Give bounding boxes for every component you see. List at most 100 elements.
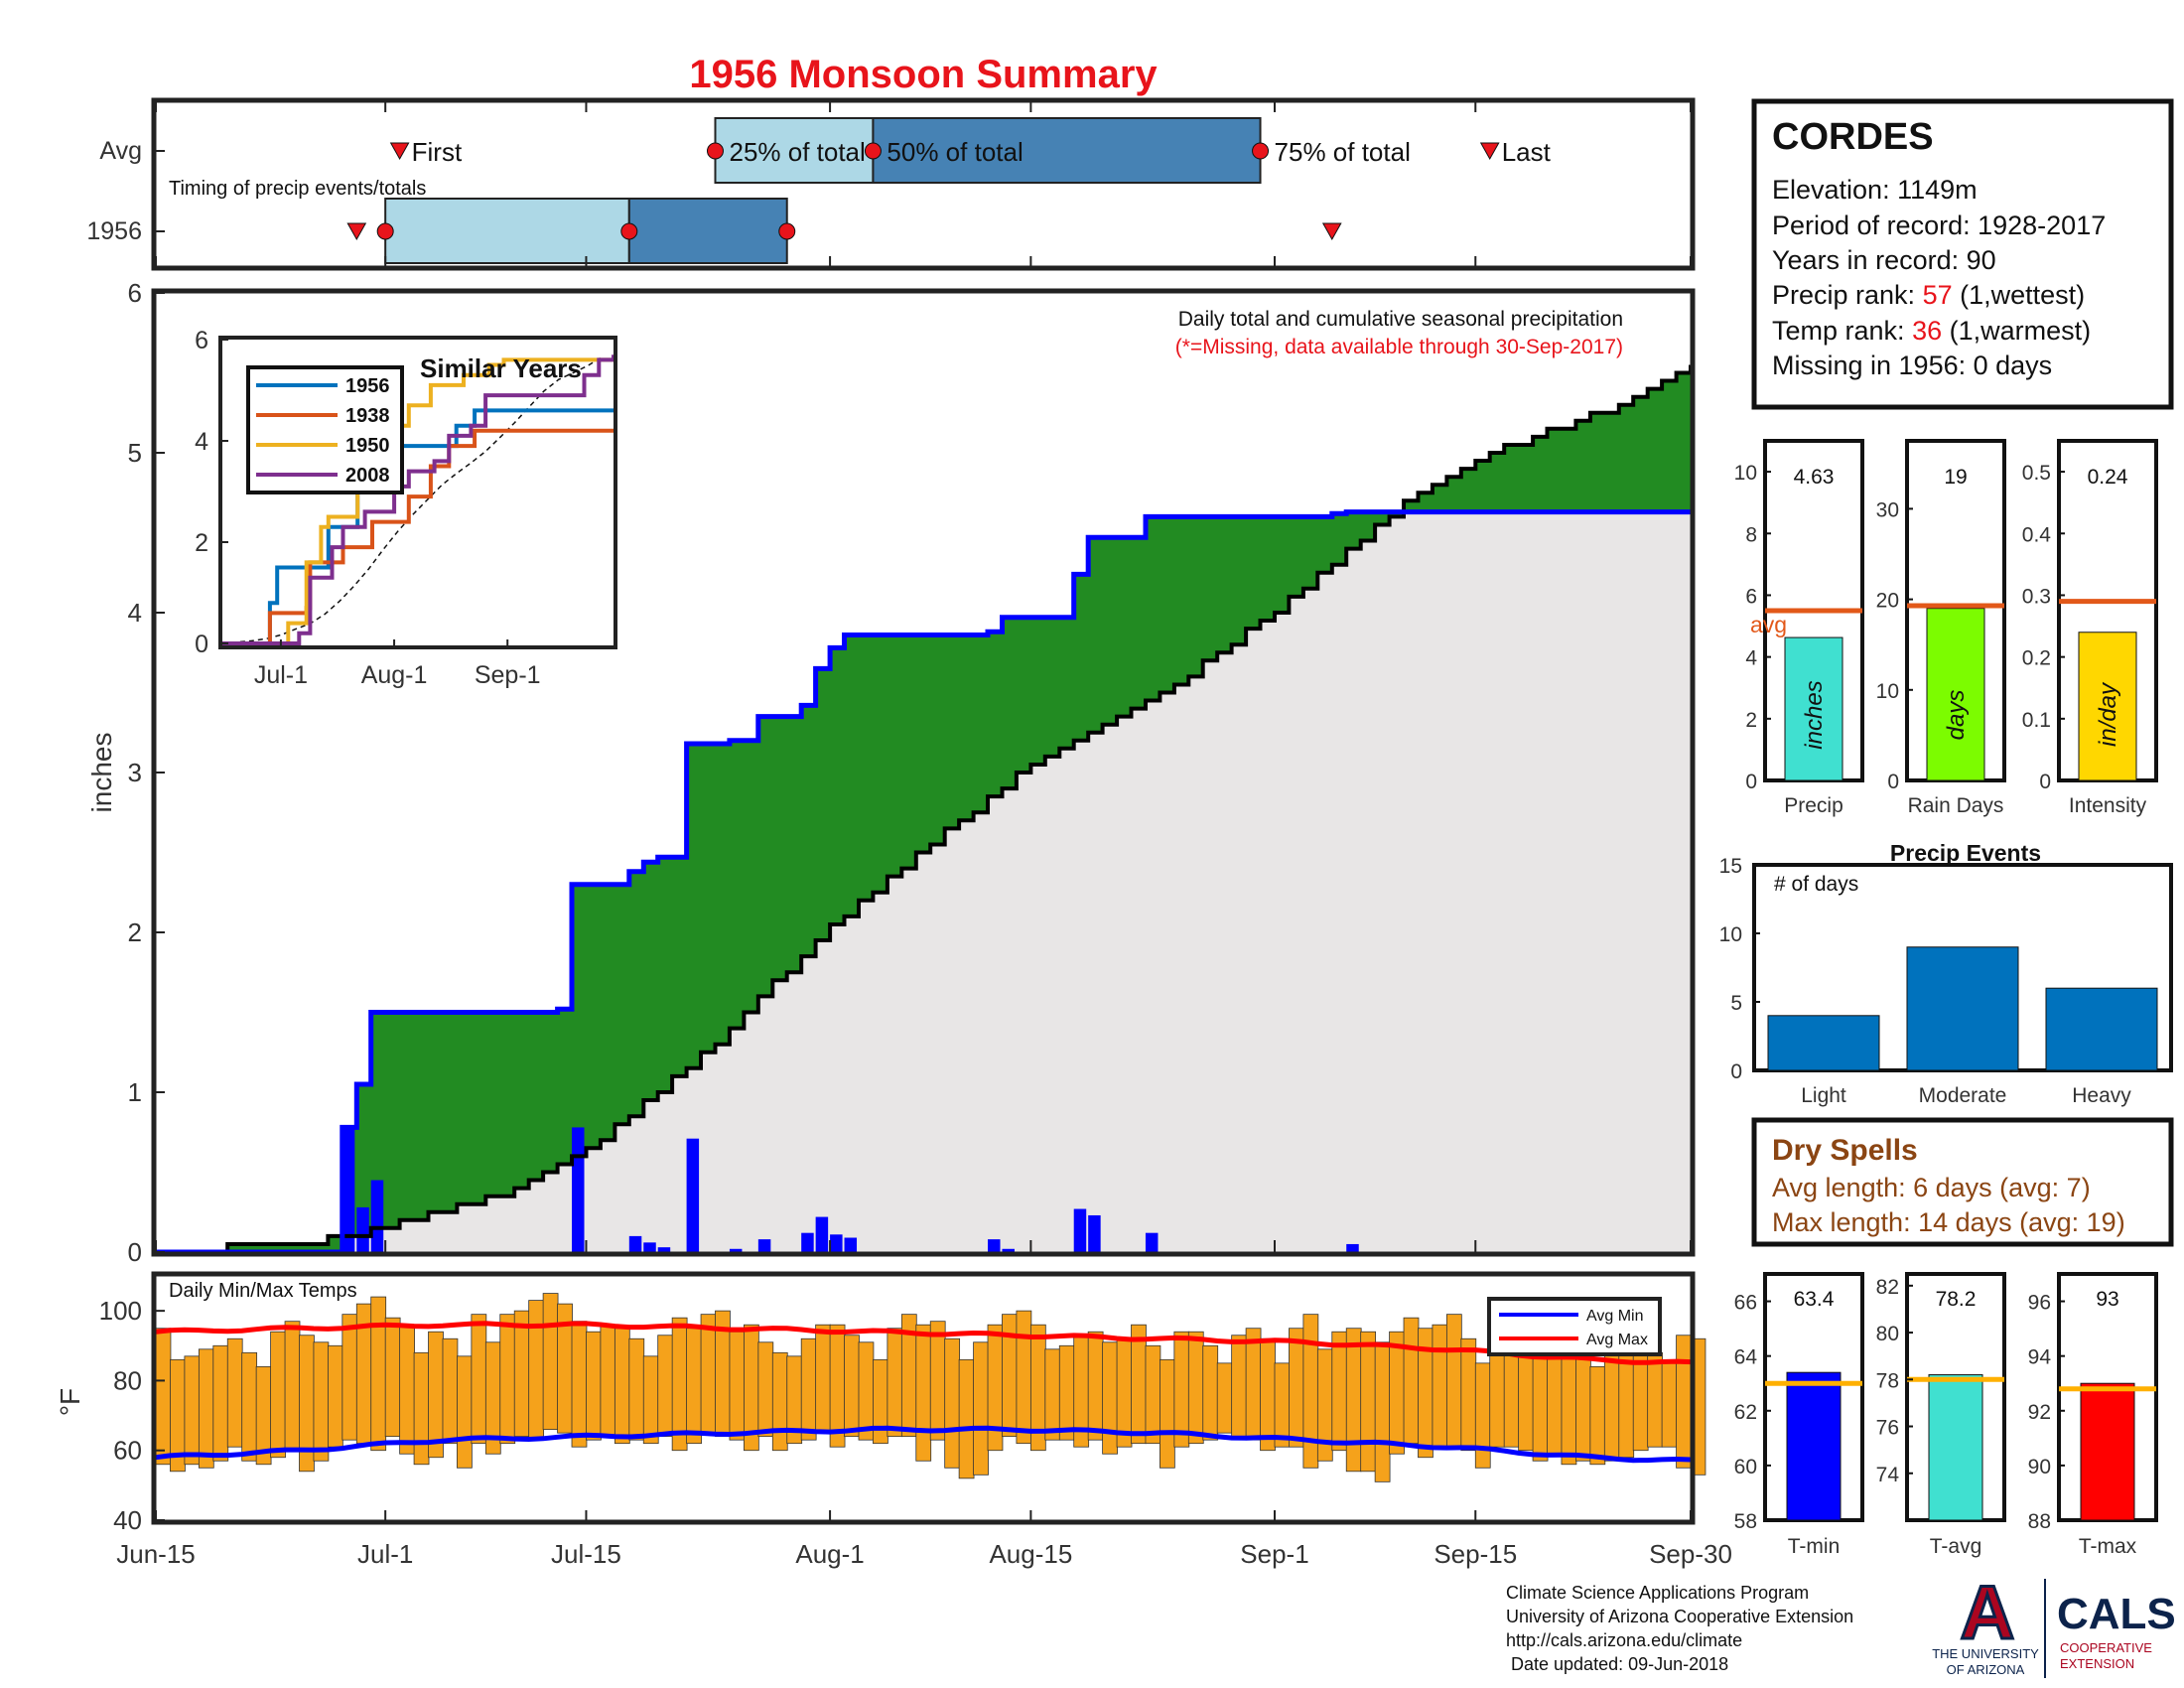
precip-panel-bar: [1784, 636, 1843, 781]
precip-panel-unit: inches: [1801, 680, 1828, 749]
temp-panel-ytick: 66: [1734, 1292, 1757, 1315]
temp-summary-panels: 63.4 58 60 62 64 66 T-min 78.2 74 76 78 80 82 T-avg 93…: [1734, 1272, 2158, 1558]
temp-range-bar: [226, 1337, 243, 1448]
daily-precip-bar: [844, 1237, 858, 1252]
temp-range-bar: [1403, 1317, 1420, 1445]
temp-range-bar: [1302, 1314, 1319, 1469]
precip-panel-unit: in/day: [2095, 681, 2121, 747]
temp-range-bar: [413, 1351, 430, 1466]
temp-range-bar: [370, 1296, 387, 1452]
year-cumulative-line: [156, 509, 1691, 1255]
temp-panel-ytick: 90: [2028, 1456, 2051, 1478]
daily-precip-bar: [356, 1206, 369, 1252]
events-category-label: Light: [1801, 1084, 1846, 1107]
timing-caption: Timing of precip events/totals: [169, 178, 426, 200]
temp-panel-ytick: 88: [2028, 1510, 2051, 1533]
main-ytick-label: 1: [128, 1077, 142, 1107]
temp-panel-ytick: 92: [2028, 1401, 2051, 1424]
temp-panel-ytick: 96: [2028, 1292, 2051, 1315]
temp-range-bar: [628, 1337, 645, 1441]
temp-range-bar: [241, 1351, 258, 1462]
temps-legend: Avg Min Avg Max: [1487, 1297, 1662, 1356]
inset-legend-label: 1938: [345, 405, 390, 427]
temp-panel-value: 78.2: [1936, 1288, 1977, 1311]
daily-precip-bar: [757, 1239, 771, 1252]
temp-range-bar: [1016, 1310, 1032, 1445]
year-25-50-box: [384, 198, 630, 264]
temp-range-bar: [586, 1331, 602, 1441]
footer: Climate Science Applications Program Uni…: [1506, 1583, 1853, 1674]
temp-panel-ytick: 82: [1876, 1276, 1899, 1299]
avg-first-marker: [389, 142, 410, 161]
station-name: CORDES: [1772, 116, 1934, 158]
station-elevation: Elevation: 1149m: [1772, 175, 1978, 205]
temps-title: Daily Min/Max Temps: [169, 1280, 357, 1302]
cals-sub-1: COOPERATIVE: [2060, 1640, 2152, 1655]
precip-rank-suffix: (1,wettest): [1953, 280, 2086, 310]
temp-range-bar: [571, 1321, 588, 1448]
precip-panel-ytick: 0.5: [2022, 462, 2051, 485]
temp-panel-bar: [2080, 1382, 2135, 1521]
temp-range-bar: [1661, 1362, 1678, 1448]
temp-range-bar: [1474, 1362, 1491, 1469]
temp-range-bar: [442, 1337, 459, 1445]
main-ytick-label: 0: [128, 1237, 142, 1267]
temp-range-bar: [657, 1335, 674, 1438]
cals-sub-2: EXTENSION: [2060, 1656, 2134, 1671]
temp-range-bar: [1676, 1335, 1692, 1469]
daily-precip-bar: [1346, 1243, 1359, 1252]
temp-range-bar: [686, 1328, 702, 1445]
temp-range-bar: [1145, 1344, 1161, 1445]
temp-panel-ytick: 64: [1734, 1346, 1758, 1369]
precip-panel-bar: [2078, 632, 2137, 781]
temp-panel-bar: [1928, 1374, 1983, 1521]
temp-range-bar: [471, 1314, 487, 1445]
temp-range-bar: [1647, 1351, 1664, 1448]
notes-line1: Daily total and cumulative seasonal prec…: [1178, 308, 1623, 331]
notes-line2: (*=Missing, data available through 30-Se…: [1175, 336, 1623, 358]
precip-events-chart: Precip Events Light Moderate Heavy 0 5 10 15 #…: [1719, 840, 2173, 1107]
temp-range-bar: [1160, 1358, 1175, 1469]
temp-panel-ytick: 94: [2028, 1346, 2052, 1369]
temp-range-bar: [1102, 1341, 1118, 1455]
temps-frame: [151, 1271, 1696, 1525]
avg-p25-label: 25% of total: [729, 137, 865, 167]
temps-chart: 40 60 80 100 Daily Min/Max Temps °F Avg Min…: [55, 1271, 1706, 1535]
footer-line-2: University of Arizona Cooperative Extens…: [1506, 1607, 1853, 1626]
temp-range-bar: [1231, 1335, 1247, 1438]
station-info-box: CORDES Elevation: 1149m Period of record…: [1751, 98, 2174, 410]
temp-range-bar: [1245, 1328, 1262, 1441]
temp-range-bar: [513, 1310, 530, 1438]
precip-panel-bar: [1926, 608, 1985, 781]
main-ylabel: inches: [86, 733, 117, 813]
year-p75-marker: [778, 222, 796, 240]
temp-range-bar: [528, 1300, 545, 1441]
daily-precip-bar: [341, 1127, 355, 1252]
year-first-marker: [346, 222, 367, 241]
daily-precip-bar: [1145, 1232, 1159, 1252]
precip-panel-ytick: 6: [1745, 585, 1757, 608]
cals-logo-text: CALS: [2057, 1590, 2176, 1638]
precip-rank-prefix: Precip rank:: [1772, 280, 1923, 310]
timing-ylabel-year: 1956: [86, 217, 142, 245]
avg-p50-marker: [864, 142, 882, 160]
dry-spells-box: Dry Spells Avg length: 6 days (avg: 7) M…: [1751, 1117, 2174, 1247]
avg-min-line: [155, 1425, 1692, 1464]
temp-range-bar: [944, 1337, 961, 1469]
main-frame: [151, 288, 1696, 1257]
precip-panel-ytick: 30: [1876, 498, 1899, 521]
daily-precip-bar: [657, 1247, 671, 1252]
temp-range-bar: [1445, 1314, 1462, 1448]
year-p25-marker: [376, 222, 394, 240]
temp-rank-prefix: Temp rank:: [1772, 316, 1912, 346]
avg-last-marker: [1479, 142, 1500, 161]
temp-range-bar: [829, 1324, 846, 1448]
events-category-label: Moderate: [1919, 1084, 2007, 1107]
daily-precip-bar: [830, 1234, 843, 1252]
temp-range-bar: [729, 1331, 746, 1441]
temp-range-bar: [844, 1335, 860, 1438]
events-category-label: Heavy: [2072, 1084, 2131, 1107]
temp-range-bar: [198, 1348, 214, 1469]
inset-xtick-label: Jul-1: [254, 661, 308, 689]
